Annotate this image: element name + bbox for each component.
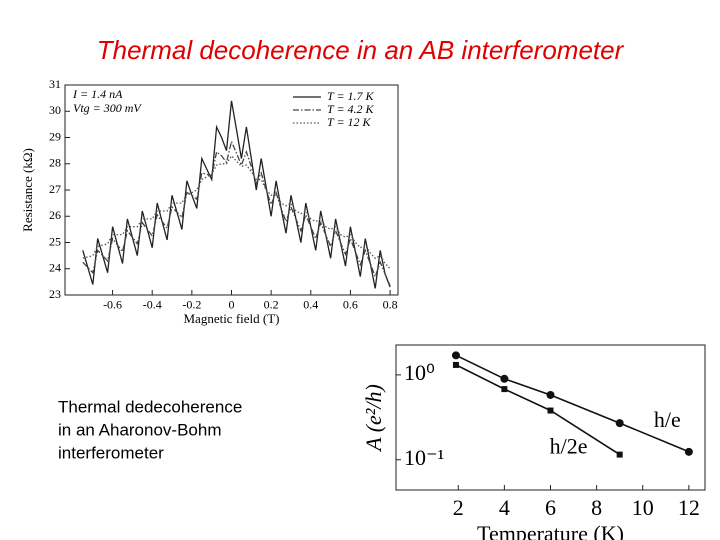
x-axis-label: Magnetic field (T) (183, 311, 279, 326)
legend-label: T = 12 K (327, 115, 372, 129)
caption-line: interferometer (58, 443, 164, 462)
y-tick-label: 27 (49, 182, 61, 196)
annotation: I = 1.4 nA (72, 87, 123, 101)
point (500, 374, 509, 383)
point (547, 407, 554, 414)
slide-title: Thermal decoherence in an AB interferome… (97, 35, 625, 65)
y-tick-label: 23 (49, 287, 61, 301)
y-tick-label: 28 (49, 156, 61, 170)
x-tick-label: 8 (591, 495, 602, 520)
x-tick-label: -0.4 (143, 298, 162, 312)
x-tick-label: -0.6 (103, 298, 122, 312)
x-tick-label: 12 (678, 495, 700, 520)
point (452, 361, 459, 368)
caption-line: in an Aharonov-Bohm (58, 420, 222, 439)
y-tick-label: 24 (49, 261, 61, 275)
x-tick-label: 10 (632, 495, 654, 520)
x-tick-label: 0.8 (383, 298, 398, 312)
y-tick-label: 30 (49, 103, 61, 117)
x-tick-label: 4 (499, 495, 510, 520)
x-tick-label: 0.4 (303, 298, 318, 312)
y-tick-label: 10⁻¹ (404, 445, 444, 470)
series-line (455, 364, 621, 456)
point (546, 390, 555, 399)
series-label: h/e (654, 407, 681, 432)
y-tick-label: 29 (49, 129, 61, 143)
annotation: Vtg = 300 mV (73, 101, 142, 115)
point (615, 419, 624, 428)
x-tick-label: 0 (229, 298, 235, 312)
x-tick-label: -0.2 (182, 298, 201, 312)
y-axis-label: A (e²/h) (361, 384, 386, 453)
legend-label: T = 1.7 K (327, 89, 375, 103)
y-tick-label: 25 (49, 234, 61, 248)
point (616, 451, 623, 458)
series-label: h/2e (550, 434, 588, 459)
x-tick-label: 6 (545, 495, 556, 520)
y-axis-label: Resistance (kΩ) (20, 148, 35, 232)
x-axis-label: Temperature (K) (477, 521, 624, 540)
y-tick-label: 31 (49, 77, 61, 91)
caption-line: Thermal dedecoherence (58, 397, 242, 416)
series-line (82, 100, 391, 289)
point (451, 351, 460, 360)
point (684, 447, 693, 456)
x-tick-label: 0.6 (343, 298, 358, 312)
legend-label: T = 4.2 K (327, 102, 375, 116)
point (501, 386, 508, 393)
x-tick-label: 0.2 (264, 298, 279, 312)
y-tick-label: 10⁰ (404, 360, 435, 385)
series-line (82, 139, 391, 287)
x-tick-label: 2 (453, 495, 464, 520)
series-line (82, 154, 391, 270)
y-tick-label: 26 (49, 208, 61, 222)
